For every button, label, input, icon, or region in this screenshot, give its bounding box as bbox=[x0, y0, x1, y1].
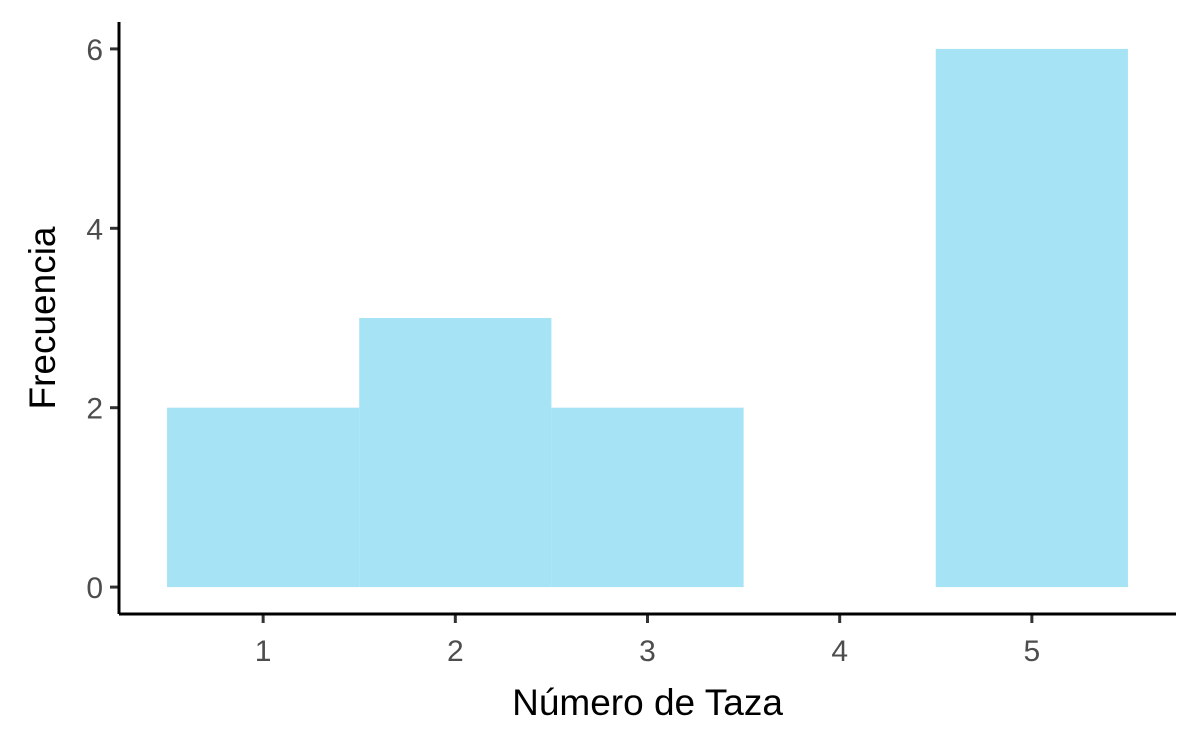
x-tick-label: 1 bbox=[255, 635, 272, 668]
bar-1 bbox=[167, 407, 360, 588]
x-tick-label: 3 bbox=[639, 635, 656, 668]
x-tick-label: 4 bbox=[831, 635, 848, 668]
x-tick-label: 5 bbox=[1024, 635, 1041, 668]
y-axis-ticks: 0 2 4 6 bbox=[86, 34, 119, 605]
y-tick-label: 6 bbox=[86, 34, 103, 67]
y-axis-title: Frecuencia bbox=[22, 226, 63, 409]
x-axis-title: Número de Taza bbox=[512, 682, 783, 723]
bar-2 bbox=[359, 318, 552, 588]
y-tick-label: 2 bbox=[86, 393, 103, 426]
x-tick-label: 2 bbox=[447, 635, 464, 668]
y-tick-label: 4 bbox=[86, 213, 103, 246]
bars-group bbox=[167, 48, 1128, 588]
bar-5 bbox=[935, 48, 1128, 588]
y-tick-label: 0 bbox=[86, 572, 103, 605]
bar-3 bbox=[551, 407, 744, 588]
x-axis-ticks: 1 2 3 4 5 bbox=[255, 614, 1040, 668]
